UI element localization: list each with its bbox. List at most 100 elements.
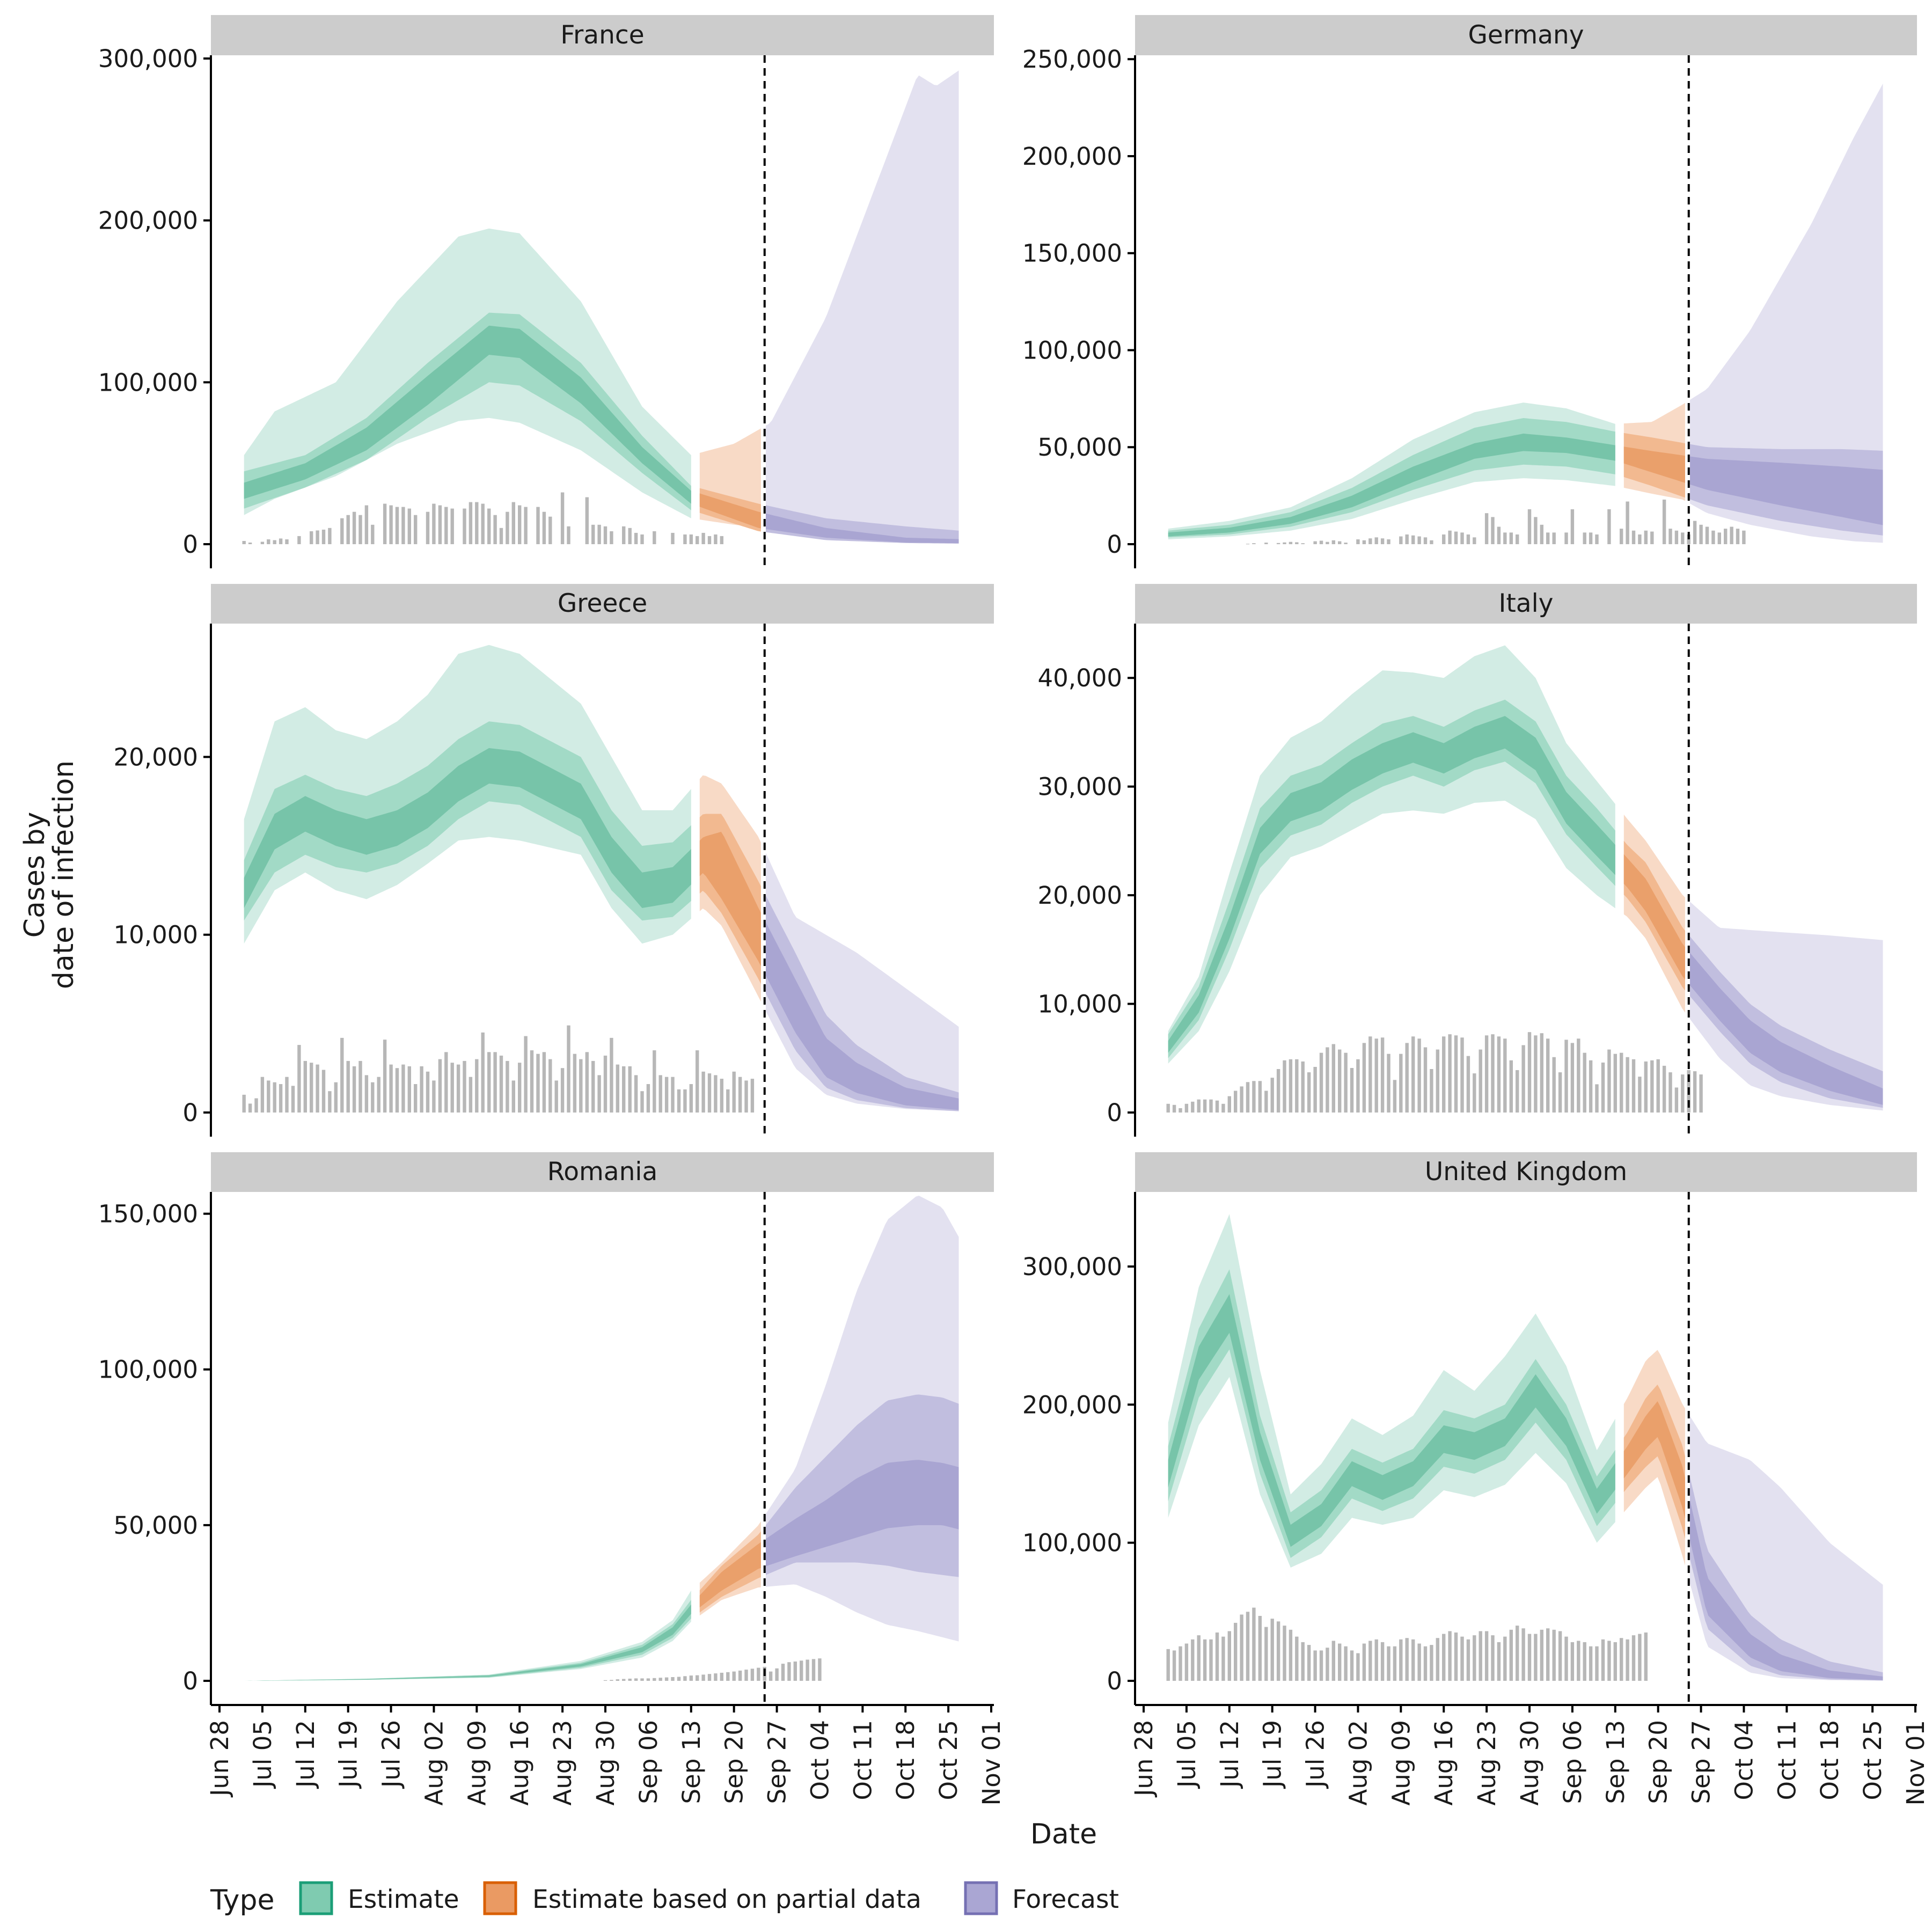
reported-cases-bar [1338,541,1342,544]
reported-cases-bar [1521,1045,1525,1113]
reported-cases-bar [1595,1646,1599,1681]
reported-cases-bar [646,1678,650,1681]
reported-cases-bar [1313,1067,1317,1113]
reported-cases-bar [622,1679,626,1681]
strip-label-germany: Germany [1468,20,1584,50]
x-tick-label: Nov 01 [977,1720,1006,1805]
band-estimate-mid [244,312,691,510]
reported-cases-bar [1436,1049,1439,1113]
y-tick-label: 200,000 [1022,142,1122,171]
reported-cases-bar [1527,509,1532,544]
reported-cases-bar [1558,1631,1562,1681]
reported-cases-bar [1570,1642,1575,1681]
reported-cases-bar [469,1077,473,1113]
reported-cases-bar [1264,1091,1268,1113]
reported-cases-bar [1620,1052,1623,1113]
reported-cases-bar [1589,1060,1593,1113]
reported-cases-bar [677,1677,681,1681]
reported-cases-bar [1362,1043,1366,1113]
band-estimate-outer [244,1590,691,1681]
reported-cases-bar [1473,537,1476,544]
reported-cases-bar [1350,1068,1354,1113]
reported-cases-bar [1503,532,1507,544]
reported-cases-bar [1674,530,1679,544]
strip-label-greece: Greece [558,589,647,618]
x-tick-label: Sep 13 [1601,1720,1630,1804]
reported-cases-bar [1631,1635,1636,1681]
reported-cases-bar [285,1077,289,1113]
x-tick-label: Oct 18 [891,1720,920,1800]
reported-cases-bar [450,508,454,544]
strip-germany [1135,15,1917,55]
reported-cases-bar [757,1667,760,1681]
reported-cases-bar [420,1066,423,1113]
reported-cases-bar [701,1071,705,1113]
reported-cases-bar [1442,1036,1446,1113]
reported-cases-bar [383,503,387,544]
reported-cases-bar [297,536,301,544]
reported-cases-bar [1583,532,1586,544]
reported-cases-bar [273,1082,276,1113]
x-tick-label: Oct 11 [848,1720,877,1800]
reported-cases-bar [628,528,632,544]
reported-cases-bar [1742,530,1746,544]
reported-cases-bar [567,526,570,544]
x-tick-label: Aug 16 [1430,1720,1458,1805]
reported-cases-bar [683,534,687,544]
reported-cases-bar [1295,1636,1299,1681]
y-axis-title-line-1: Cases by [19,812,51,938]
y-tick-label: 200,000 [98,207,198,235]
reported-cases-bar [622,1066,626,1113]
reported-cases-bar [1344,1052,1348,1113]
band-estimate-mid [244,1600,691,1681]
reported-cases-bar [622,526,626,544]
y-tick-label: 100,000 [98,368,198,397]
reported-cases-bar [744,1080,748,1113]
x-tick-label: Aug 23 [548,1720,577,1805]
reported-cases-bar [1387,1646,1391,1681]
reported-cases-bar [1417,536,1421,544]
reported-cases-bar [1179,1646,1182,1681]
reported-cases-bar [334,1082,338,1113]
reported-cases-bar [260,541,265,544]
reported-cases-bar [481,1032,485,1113]
band-estimate-mid [1168,1269,1615,1558]
reported-cases-bar [248,543,252,544]
reported-cases-bar [1564,1636,1568,1681]
x-tick-label: Jul 05 [1173,1720,1201,1789]
reported-cases-bar [1172,1650,1176,1681]
reported-cases-bar [1460,1636,1464,1681]
reported-cases-bar [707,536,712,544]
reported-cases-bar [1326,541,1329,544]
panel-greece: Greece 0 10,000 20,000 [114,584,994,1137]
reported-cases-bar [707,1073,712,1113]
reported-cases-bar [1546,1038,1550,1113]
reported-cases-bar [1166,1103,1170,1113]
band-forecast-outer [1690,83,1883,543]
reported-cases-bar [1362,1643,1366,1681]
reported-cases-bar [738,1077,742,1113]
strip-united-kingdom [1135,1152,1917,1192]
reported-cases-bar [1227,1631,1231,1681]
x-tick-label: Jul 19 [1258,1720,1287,1789]
reported-cases-bar [352,1066,356,1113]
reported-cases-bar [744,1670,748,1681]
reported-cases-bar [793,1662,797,1681]
y-tick-label: 30,000 [1038,773,1122,801]
reported-cases-bar [310,1063,313,1113]
reported-cases-bar [1289,1629,1293,1681]
band-partial-inner [1623,854,1685,980]
reported-cases-bar [1252,1081,1256,1113]
reported-cases-bar [1631,1059,1636,1113]
reported-cases-bar [1276,1621,1280,1681]
reported-cases-bar [1215,1100,1219,1113]
strip-label-france: France [560,20,644,50]
reported-cases-bar [1423,537,1428,544]
reported-cases-bar [1399,536,1403,544]
x-tick-label: Sep 20 [1644,1720,1673,1804]
reported-cases-bar [628,1066,632,1113]
reported-cases-bar [518,1063,522,1113]
legend-label-estimate: Estimate [348,1885,459,1914]
reported-cases-bar [677,1089,681,1113]
reported-cases-bar [818,1658,822,1681]
